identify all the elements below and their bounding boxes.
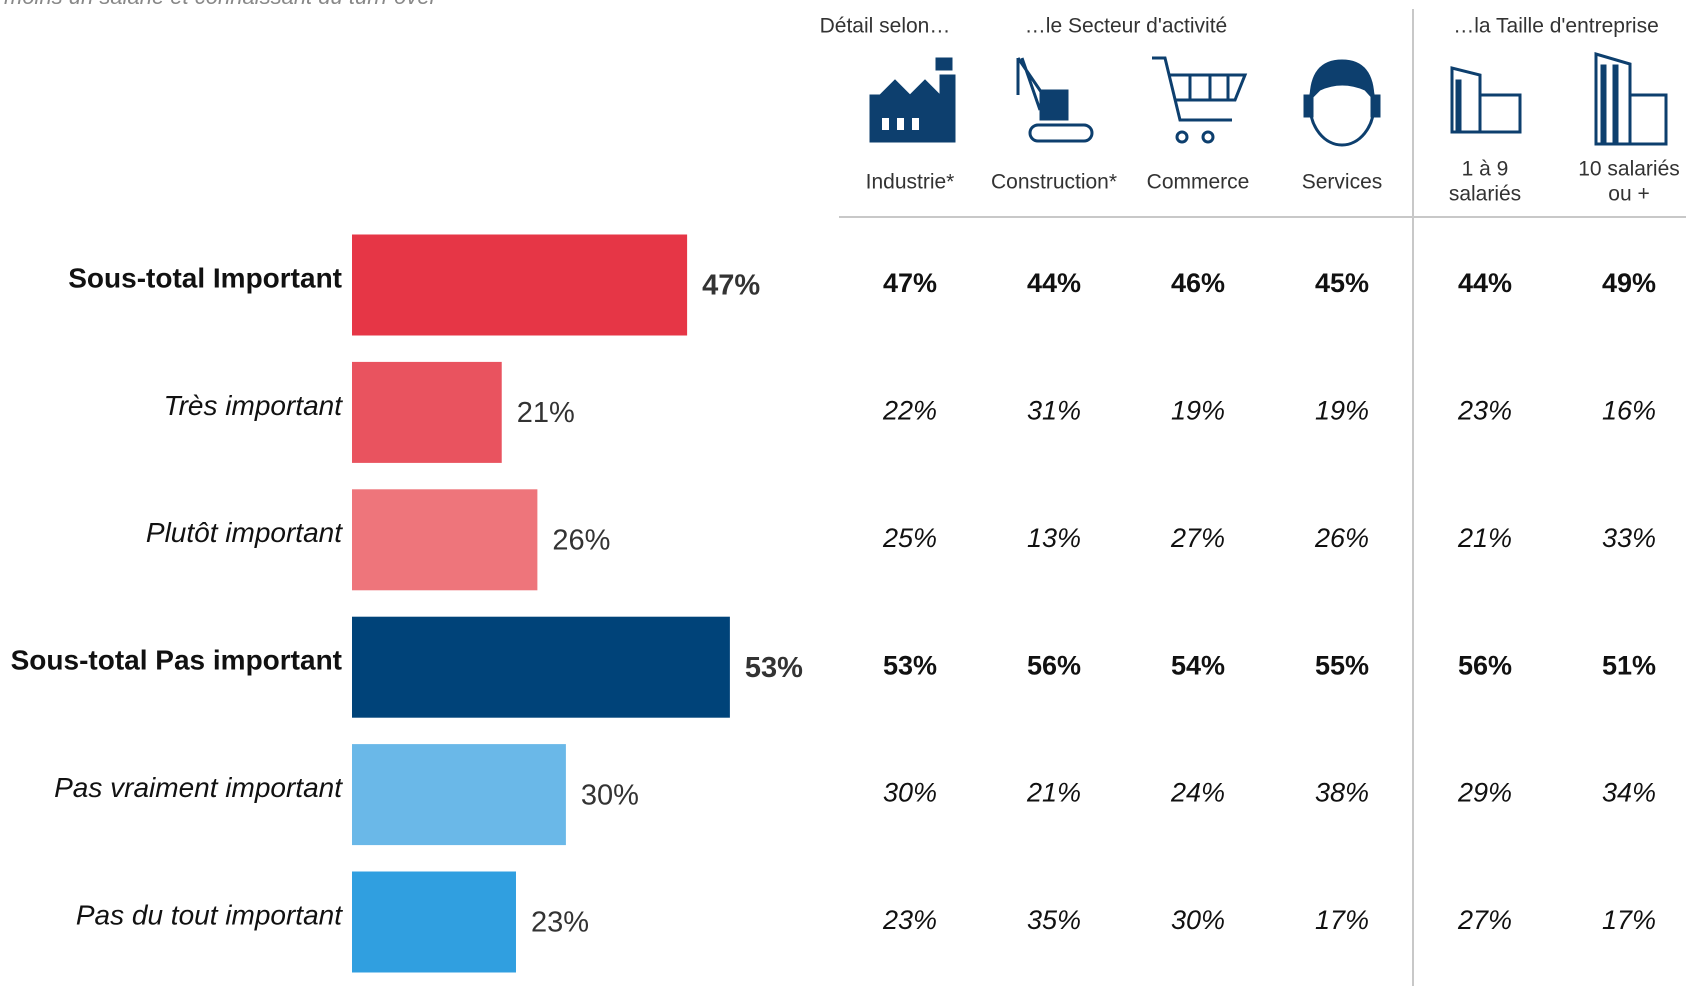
icon-small-company	[1450, 66, 1522, 134]
icon-large-company	[1594, 51, 1668, 146]
value-label: 47%	[702, 270, 760, 302]
bar	[352, 616, 730, 718]
category-label: Pas du tout important	[76, 899, 343, 930]
column-label: salariés	[1449, 183, 1521, 206]
bar	[352, 744, 566, 846]
table-cell: 13%	[1027, 523, 1081, 553]
column-label: Commerce	[1147, 171, 1250, 194]
table-cell: 56%	[1027, 650, 1081, 680]
table-cell: 24%	[1170, 778, 1225, 808]
category-label: Pas vraiment important	[54, 772, 343, 803]
table-cell: 53%	[883, 650, 937, 680]
icon-industry	[869, 57, 956, 143]
category-label: Sous-total Important	[68, 262, 342, 293]
table-cell: 55%	[1315, 650, 1369, 680]
table-cell: 26%	[1314, 523, 1369, 553]
column-label: 10 salariés	[1578, 158, 1680, 181]
category-label: Très important	[164, 390, 344, 421]
icon-services	[1303, 59, 1381, 147]
table-cell: 22%	[882, 396, 937, 426]
table-cell: 35%	[1027, 905, 1081, 935]
bar	[352, 234, 688, 336]
table-cell: 46%	[1171, 268, 1225, 298]
table-cell: 44%	[1458, 268, 1512, 298]
table-cell: 17%	[1315, 905, 1369, 935]
icon-commerce	[1152, 56, 1248, 144]
table-cell: 29%	[1457, 778, 1512, 808]
column-label: Industrie*	[866, 171, 955, 194]
value-label: 21%	[517, 397, 575, 429]
table-cell: 31%	[1027, 396, 1081, 426]
bar	[352, 871, 516, 973]
table-cell: 27%	[1170, 523, 1225, 553]
column-label: Services	[1302, 171, 1383, 194]
table-cell: 23%	[1457, 396, 1512, 426]
category-label: Sous-total Pas important	[11, 645, 342, 676]
table-cell: 47%	[883, 268, 937, 298]
table-cell: 16%	[1602, 396, 1656, 426]
table-cell: 44%	[1027, 268, 1081, 298]
value-label: 30%	[581, 779, 639, 811]
category-label: Plutôt important	[146, 517, 343, 548]
column-label: Construction*	[991, 171, 1117, 194]
table-cell: 19%	[1315, 396, 1369, 426]
value-label: 53%	[745, 652, 803, 684]
table-cell: 19%	[1171, 396, 1225, 426]
table-cell: 33%	[1602, 523, 1656, 553]
table-cell: 25%	[882, 523, 937, 553]
table-cell: 17%	[1602, 905, 1656, 935]
subtitle: moins un salarié et connaissant du turn-…	[4, 0, 439, 9]
table-cell: 45%	[1315, 268, 1369, 298]
value-label: 23%	[531, 907, 589, 939]
column-label: ou +	[1608, 183, 1649, 206]
table-cell: 49%	[1602, 268, 1656, 298]
bar	[352, 361, 502, 463]
table-cell: 34%	[1602, 778, 1656, 808]
table-cell: 21%	[1457, 523, 1512, 553]
table-cell: 23%	[882, 905, 937, 935]
icon-construction	[1016, 57, 1094, 143]
table-cell: 54%	[1171, 650, 1225, 680]
bar	[352, 489, 538, 591]
group-label: Détail selon…	[820, 15, 951, 38]
column-label: 1 à 9	[1462, 158, 1509, 181]
group-label: …le Secteur d'activité	[1025, 15, 1227, 38]
table-cell: 27%	[1457, 905, 1512, 935]
table-cell: 38%	[1315, 778, 1369, 808]
table-cell: 51%	[1602, 650, 1656, 680]
table-cell: 56%	[1458, 650, 1512, 680]
table-cell: 21%	[1026, 778, 1081, 808]
table-cell: 30%	[883, 778, 937, 808]
value-label: 26%	[552, 524, 610, 556]
group-label: …la Taille d'entreprise	[1453, 15, 1659, 38]
table-cell: 30%	[1171, 905, 1225, 935]
